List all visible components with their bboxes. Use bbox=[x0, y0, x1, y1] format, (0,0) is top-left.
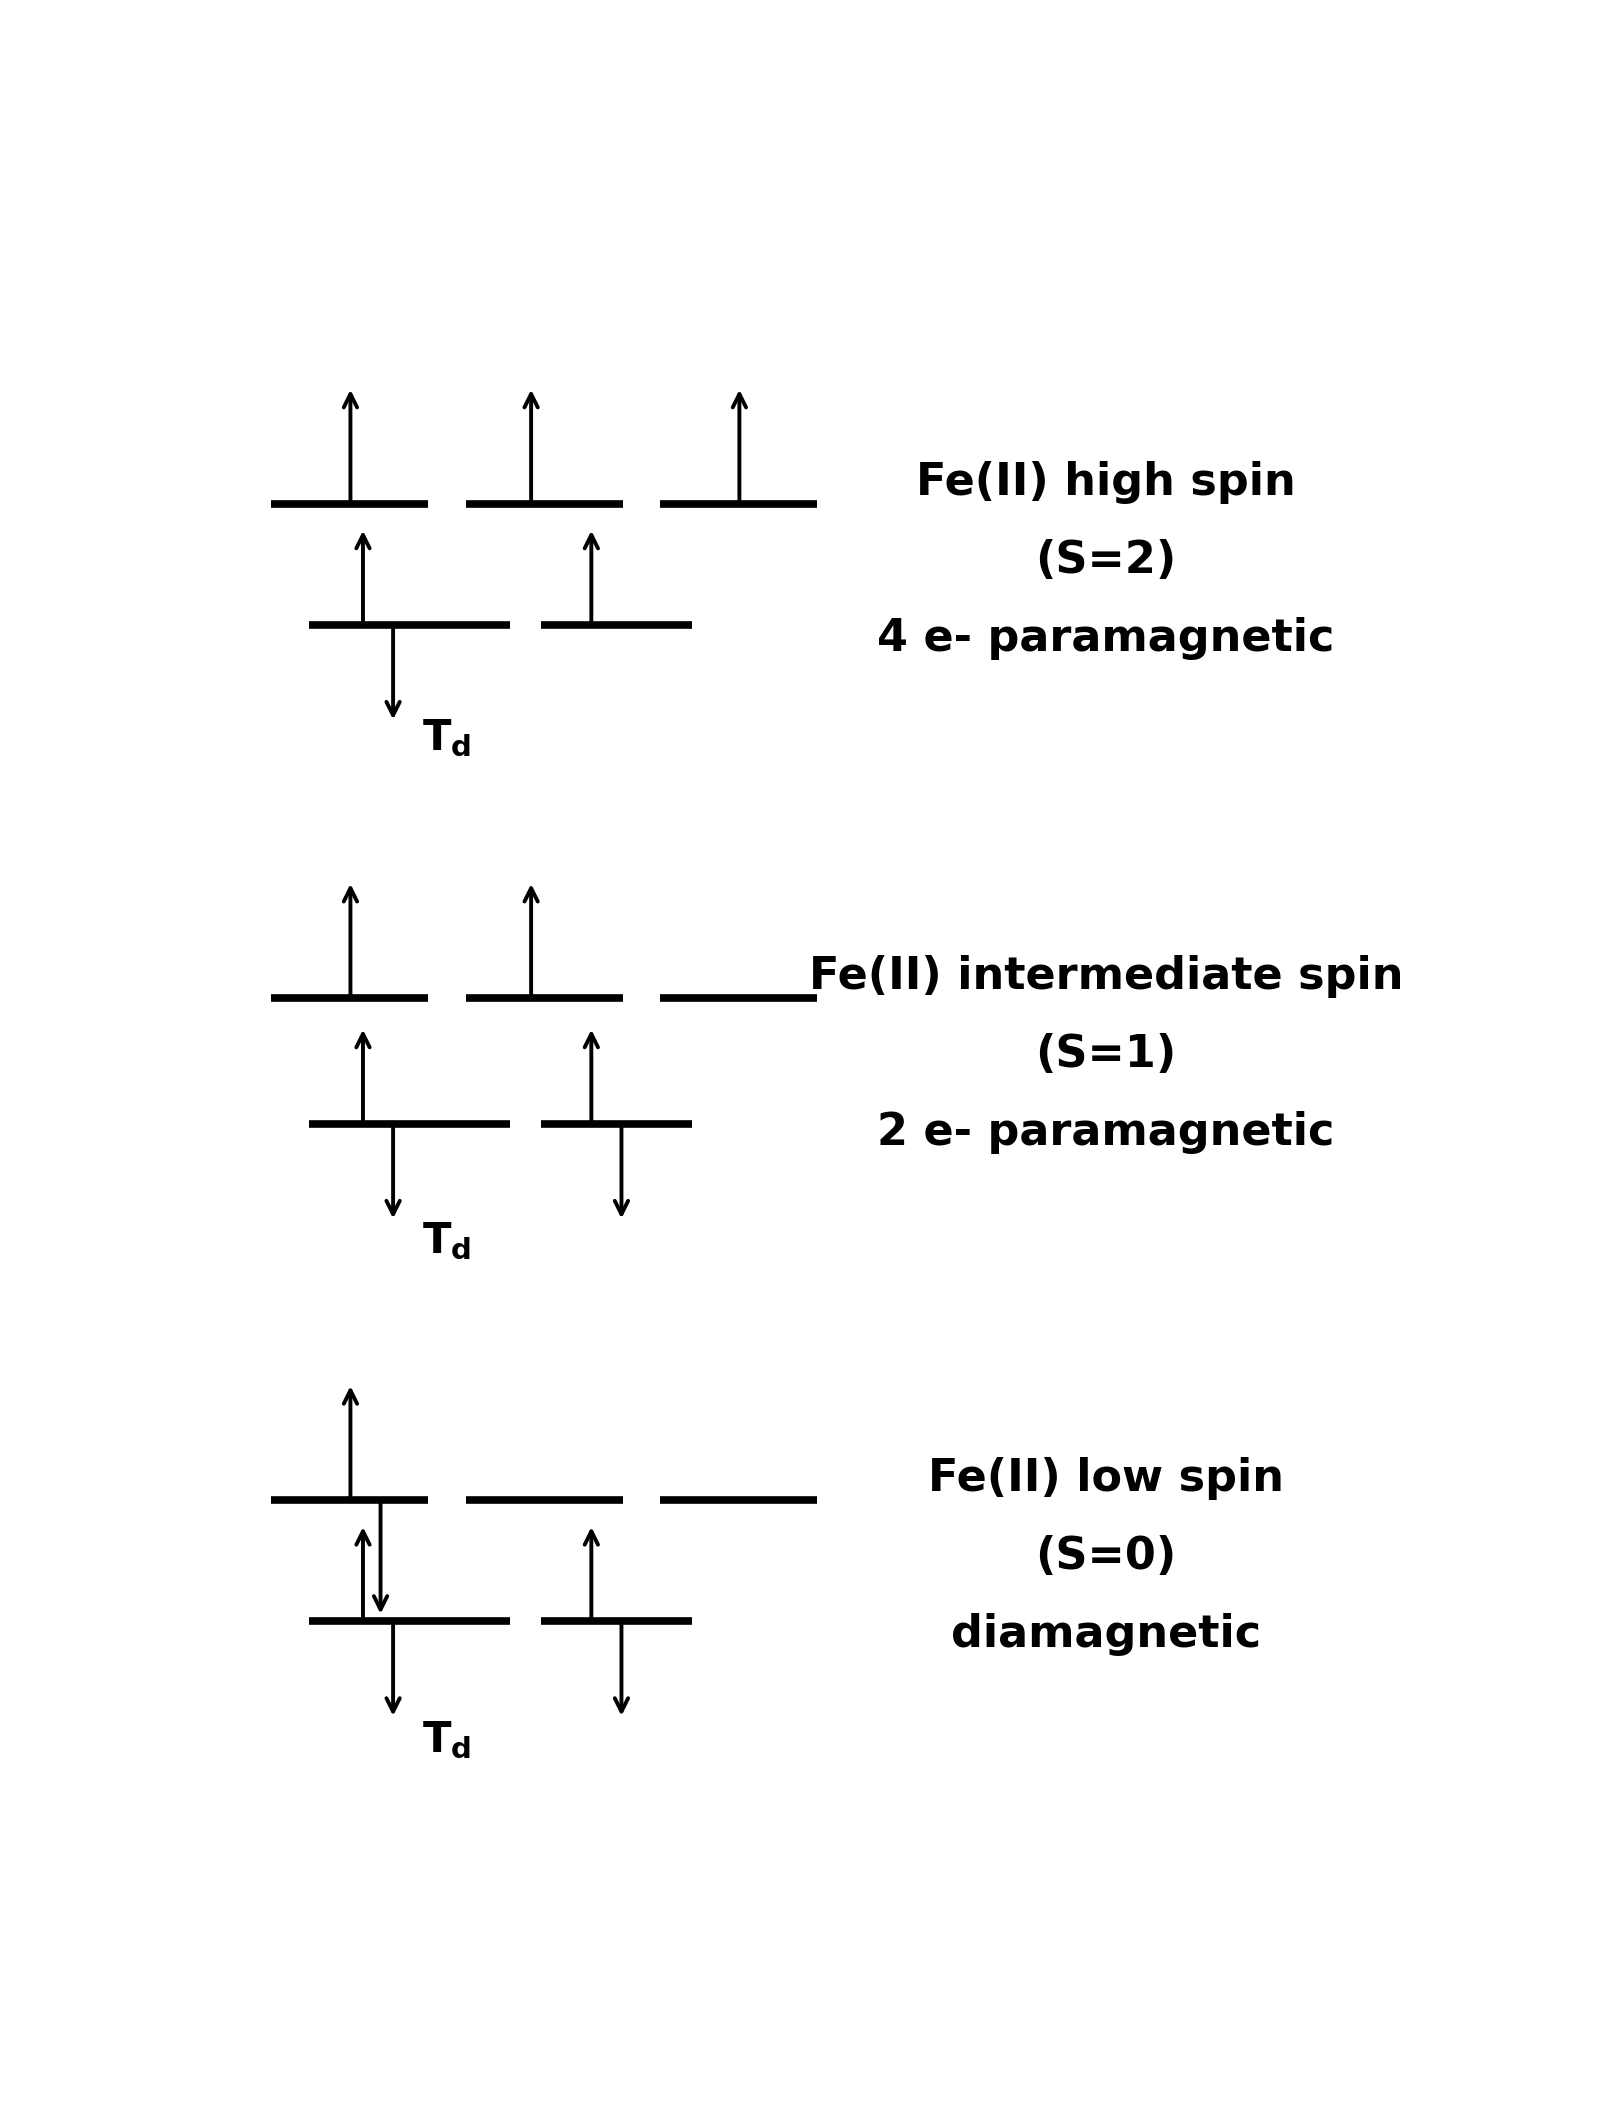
Text: 4 e- paramagnetic: 4 e- paramagnetic bbox=[877, 616, 1334, 659]
Text: 2 e- paramagnetic: 2 e- paramagnetic bbox=[877, 1111, 1334, 1153]
Text: $\mathbf{T_d}$: $\mathbf{T_d}$ bbox=[423, 1719, 471, 1761]
Text: diamagnetic: diamagnetic bbox=[950, 1614, 1261, 1656]
Text: $\mathbf{T_d}$: $\mathbf{T_d}$ bbox=[423, 717, 471, 760]
Text: (S=0): (S=0) bbox=[1035, 1536, 1177, 1578]
Text: (S=2): (S=2) bbox=[1035, 539, 1177, 583]
Text: (S=1): (S=1) bbox=[1035, 1033, 1177, 1075]
Text: $\mathbf{T_d}$: $\mathbf{T_d}$ bbox=[423, 1220, 471, 1262]
Text: Fe(II) low spin: Fe(II) low spin bbox=[928, 1458, 1284, 1500]
Text: Fe(II) high spin: Fe(II) high spin bbox=[916, 461, 1295, 505]
Text: Fe(II) intermediate spin: Fe(II) intermediate spin bbox=[808, 955, 1404, 997]
